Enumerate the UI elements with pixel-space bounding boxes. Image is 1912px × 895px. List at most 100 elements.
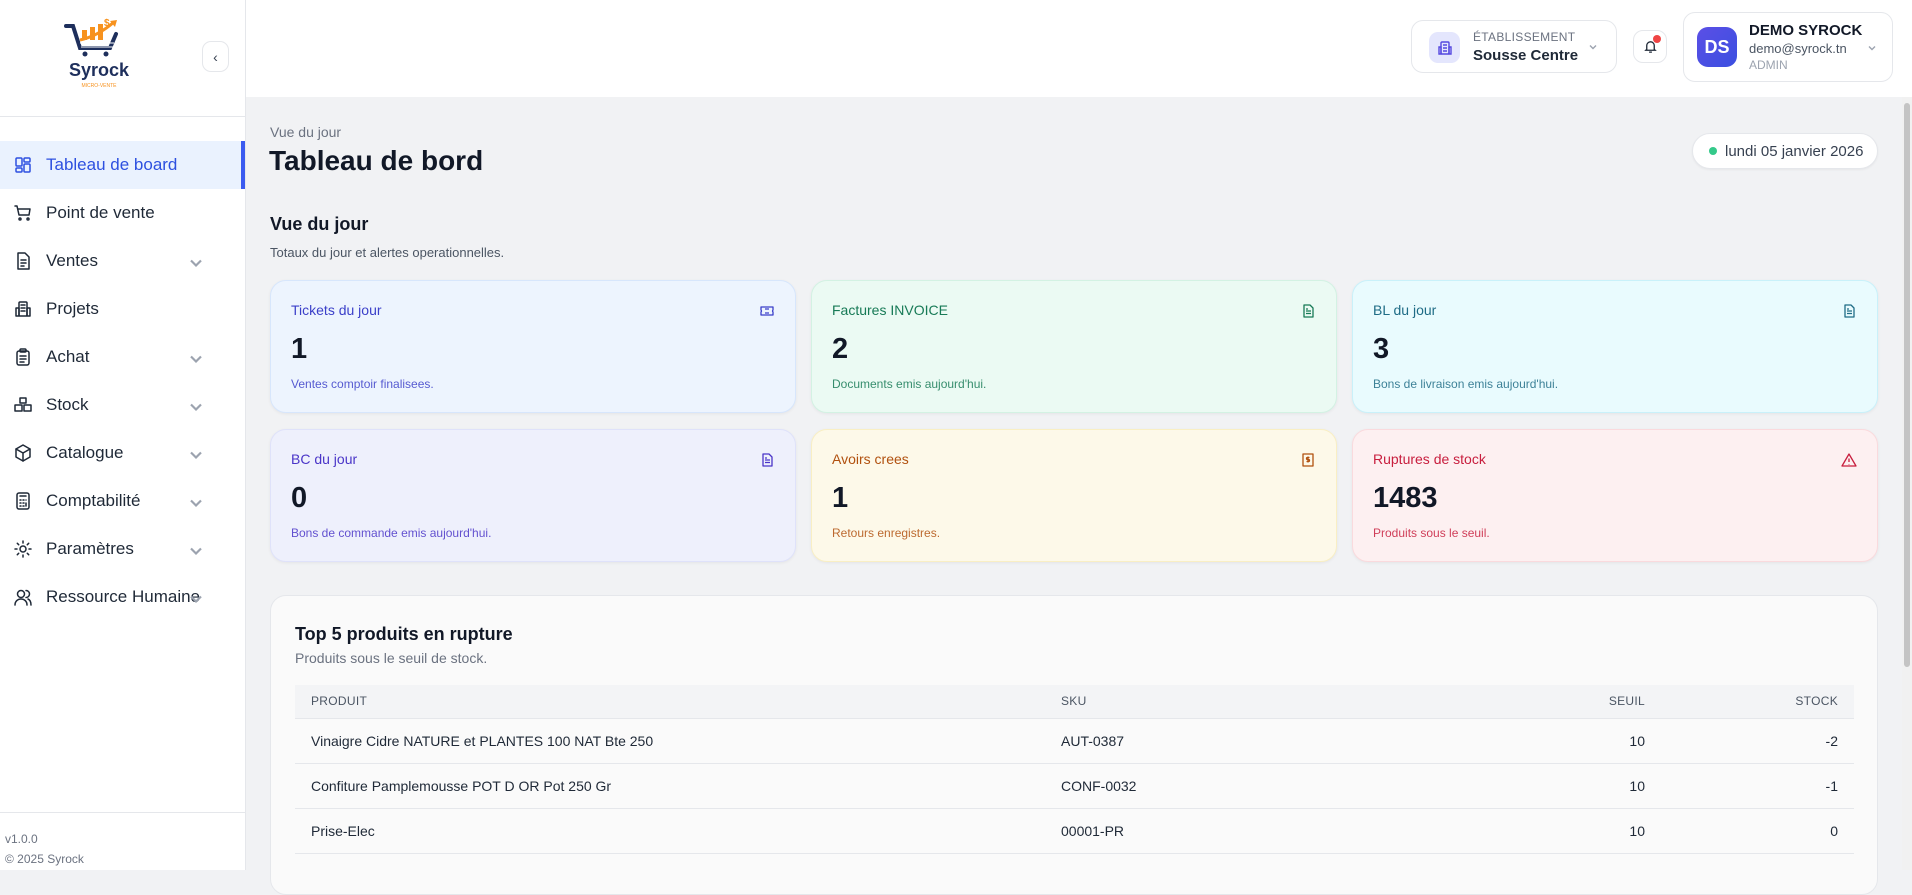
card-description: Retours enregistres. xyxy=(832,526,941,540)
scrollbar-thumb[interactable] xyxy=(1904,103,1910,667)
card-title: Tickets du jour xyxy=(291,302,382,318)
file-icon xyxy=(762,453,773,467)
date-text: lundi 05 janvier 2026 xyxy=(1725,142,1864,160)
notification-dot xyxy=(1653,35,1661,43)
scrollbar[interactable] xyxy=(1902,97,1912,870)
cell-produit: Confiture Pamplemousse POT D OR Pot 250 … xyxy=(295,763,1061,809)
sidebar-item-label: Ressource Humaine xyxy=(46,587,201,606)
card-value: 0 xyxy=(291,482,308,514)
receipt-icon xyxy=(1302,453,1314,467)
svg-text:$: $ xyxy=(104,18,110,29)
divider xyxy=(0,116,245,117)
table-row[interactable]: Prise-Elec 00001-PR 10 0 xyxy=(295,808,1854,854)
brand-tagline: MICRO-VENTE xyxy=(82,83,118,89)
sidebar-item-stock[interactable]: Stock xyxy=(0,381,245,429)
syrock-logo[interactable]: $ Syrock MICRO-VENTE xyxy=(58,16,140,94)
user-menu[interactable]: DS DEMO SYROCK demo@syrock.tn ADMIN xyxy=(1683,12,1893,82)
chevron-down-icon xyxy=(190,595,202,604)
file-icon xyxy=(1844,304,1855,318)
chevron-down-icon xyxy=(190,259,202,268)
stat-card[interactable]: Factures INVOICE 2 Documents emis aujour… xyxy=(811,280,1337,413)
cell-stock: -2 xyxy=(1661,718,1854,764)
chevron-left-icon: ‹ xyxy=(213,48,218,65)
sidebar-item-label: Catalogue xyxy=(46,443,124,462)
user-email: demo@syrock.tn xyxy=(1749,41,1847,56)
chevron-down-icon xyxy=(190,403,202,412)
cell-sku: CONF-0032 xyxy=(1061,763,1361,809)
table-row[interactable]: Vinaigre Cidre NATURE et PLANTES 100 NAT… xyxy=(295,718,1854,764)
sidebar: $ Syrock MICRO-VENTE ‹ Tableau de board … xyxy=(0,0,246,870)
package-icon xyxy=(15,444,31,462)
table-row[interactable]: Confiture Pamplemousse POT D OR Pot 250 … xyxy=(295,763,1854,809)
stat-card[interactable]: Ruptures de stock 1483 Produits sous le … xyxy=(1352,429,1878,562)
card-value: 1483 xyxy=(1373,482,1438,514)
sidebar-item-catalogue[interactable]: Catalogue xyxy=(0,429,245,477)
cell-produit: Vinaigre Cidre NATURE et PLANTES 100 NAT… xyxy=(295,718,1061,764)
sidebar-item-label: Achat xyxy=(46,347,90,366)
notifications-button[interactable] xyxy=(1633,30,1667,63)
section-title: Vue du jour xyxy=(270,214,369,234)
chevron-down-icon xyxy=(190,547,202,556)
user-role: ADMIN xyxy=(1749,58,1788,72)
chevron-down-icon xyxy=(1589,45,1597,50)
cell-produit: Prise-Elec xyxy=(295,808,1061,854)
sidebar-item-label: Ventes xyxy=(46,251,98,270)
card-value: 1 xyxy=(832,482,849,514)
brand-name: Syrock xyxy=(69,60,130,80)
card-title: Avoirs crees xyxy=(832,451,909,467)
section-description: Totaux du jour et alertes operationnelle… xyxy=(270,245,505,260)
cell-seuil: 10 xyxy=(1361,763,1661,809)
warning-icon xyxy=(1841,453,1857,467)
chevron-down-icon xyxy=(190,499,202,508)
etablissement-value: Sousse Centre xyxy=(1473,47,1579,64)
card-value: 1 xyxy=(291,333,308,365)
sidebar-item-ressource-humaine[interactable]: Ressource Humaine xyxy=(0,573,245,621)
gear-icon xyxy=(14,540,32,558)
sidebar-item-ventes[interactable]: Ventes xyxy=(0,237,245,285)
sidebar-item-label: Projets xyxy=(46,299,99,318)
chevron-down-icon xyxy=(190,355,202,364)
document-icon xyxy=(17,252,30,270)
sidebar-item-parametres[interactable]: Paramètres xyxy=(0,525,245,573)
card-title: BC du jour xyxy=(291,451,358,467)
card-value: 2 xyxy=(832,333,849,365)
calculator-icon xyxy=(16,492,30,510)
ruptures-table: PRODUIT SKU SEUIL STOCK Vinaigre Cidre N… xyxy=(295,685,1854,854)
sidebar-item-label: Comptabilité xyxy=(46,491,141,510)
cell-seuil: 10 xyxy=(1361,718,1661,764)
cell-sku: AUT-0387 xyxy=(1061,718,1361,764)
clipboard-icon xyxy=(16,348,30,366)
date-badge: lundi 05 janvier 2026 xyxy=(1692,133,1878,169)
top-ruptures-card: Top 5 produits en rupture Produits sous … xyxy=(270,595,1878,895)
ticket-icon xyxy=(760,306,774,316)
stat-card[interactable]: BL du jour 3 Bons de livraison emis aujo… xyxy=(1352,280,1878,413)
sidebar-item-tableau-de-board[interactable]: Tableau de board xyxy=(0,141,245,189)
card-description: Bons de livraison emis aujourd'hui. xyxy=(1373,377,1559,391)
stat-card[interactable]: BC du jour 0 Bons de commande emis aujou… xyxy=(270,429,796,562)
sidebar-item-label: Point de vente xyxy=(46,203,155,222)
sidebar-footer: v1.0.0 © 2025 Syrock xyxy=(0,812,245,869)
sidebar-item-label: Stock xyxy=(46,395,89,414)
cell-seuil: 10 xyxy=(1361,808,1661,854)
copyright: © 2025 Syrock xyxy=(5,852,84,866)
card-description: Produits sous le seuil. xyxy=(1373,526,1490,540)
status-dot xyxy=(1709,147,1717,155)
stat-card[interactable]: Avoirs crees 1 Retours enregistres. xyxy=(811,429,1337,562)
sidebar-item-projets[interactable]: Projets xyxy=(0,285,245,333)
building-icon xyxy=(15,301,31,317)
card-description: Bons de commande emis aujourd'hui. xyxy=(291,526,492,540)
sidebar-item-achat[interactable]: Achat xyxy=(0,333,245,381)
sidebar-item-point-de-vente[interactable]: Point de vente xyxy=(0,189,245,237)
sidebar-item-comptabilite[interactable]: Comptabilité xyxy=(0,477,245,525)
column-produit: PRODUIT xyxy=(295,685,1061,719)
card-title: Ruptures de stock xyxy=(1373,451,1486,467)
column-sku: SKU xyxy=(1061,685,1361,719)
boxes-icon xyxy=(14,397,32,412)
building-icon xyxy=(1429,32,1460,63)
file-icon xyxy=(1303,304,1314,318)
card-value: 3 xyxy=(1373,333,1390,365)
collapse-sidebar-button[interactable]: ‹ xyxy=(202,41,229,72)
etablissement-selector[interactable]: ÉTABLISSEMENT Sousse Centre xyxy=(1411,20,1617,73)
stat-card[interactable]: Tickets du jour 1 Ventes comptoir finali… xyxy=(270,280,796,413)
version: v1.0.0 xyxy=(5,832,38,846)
